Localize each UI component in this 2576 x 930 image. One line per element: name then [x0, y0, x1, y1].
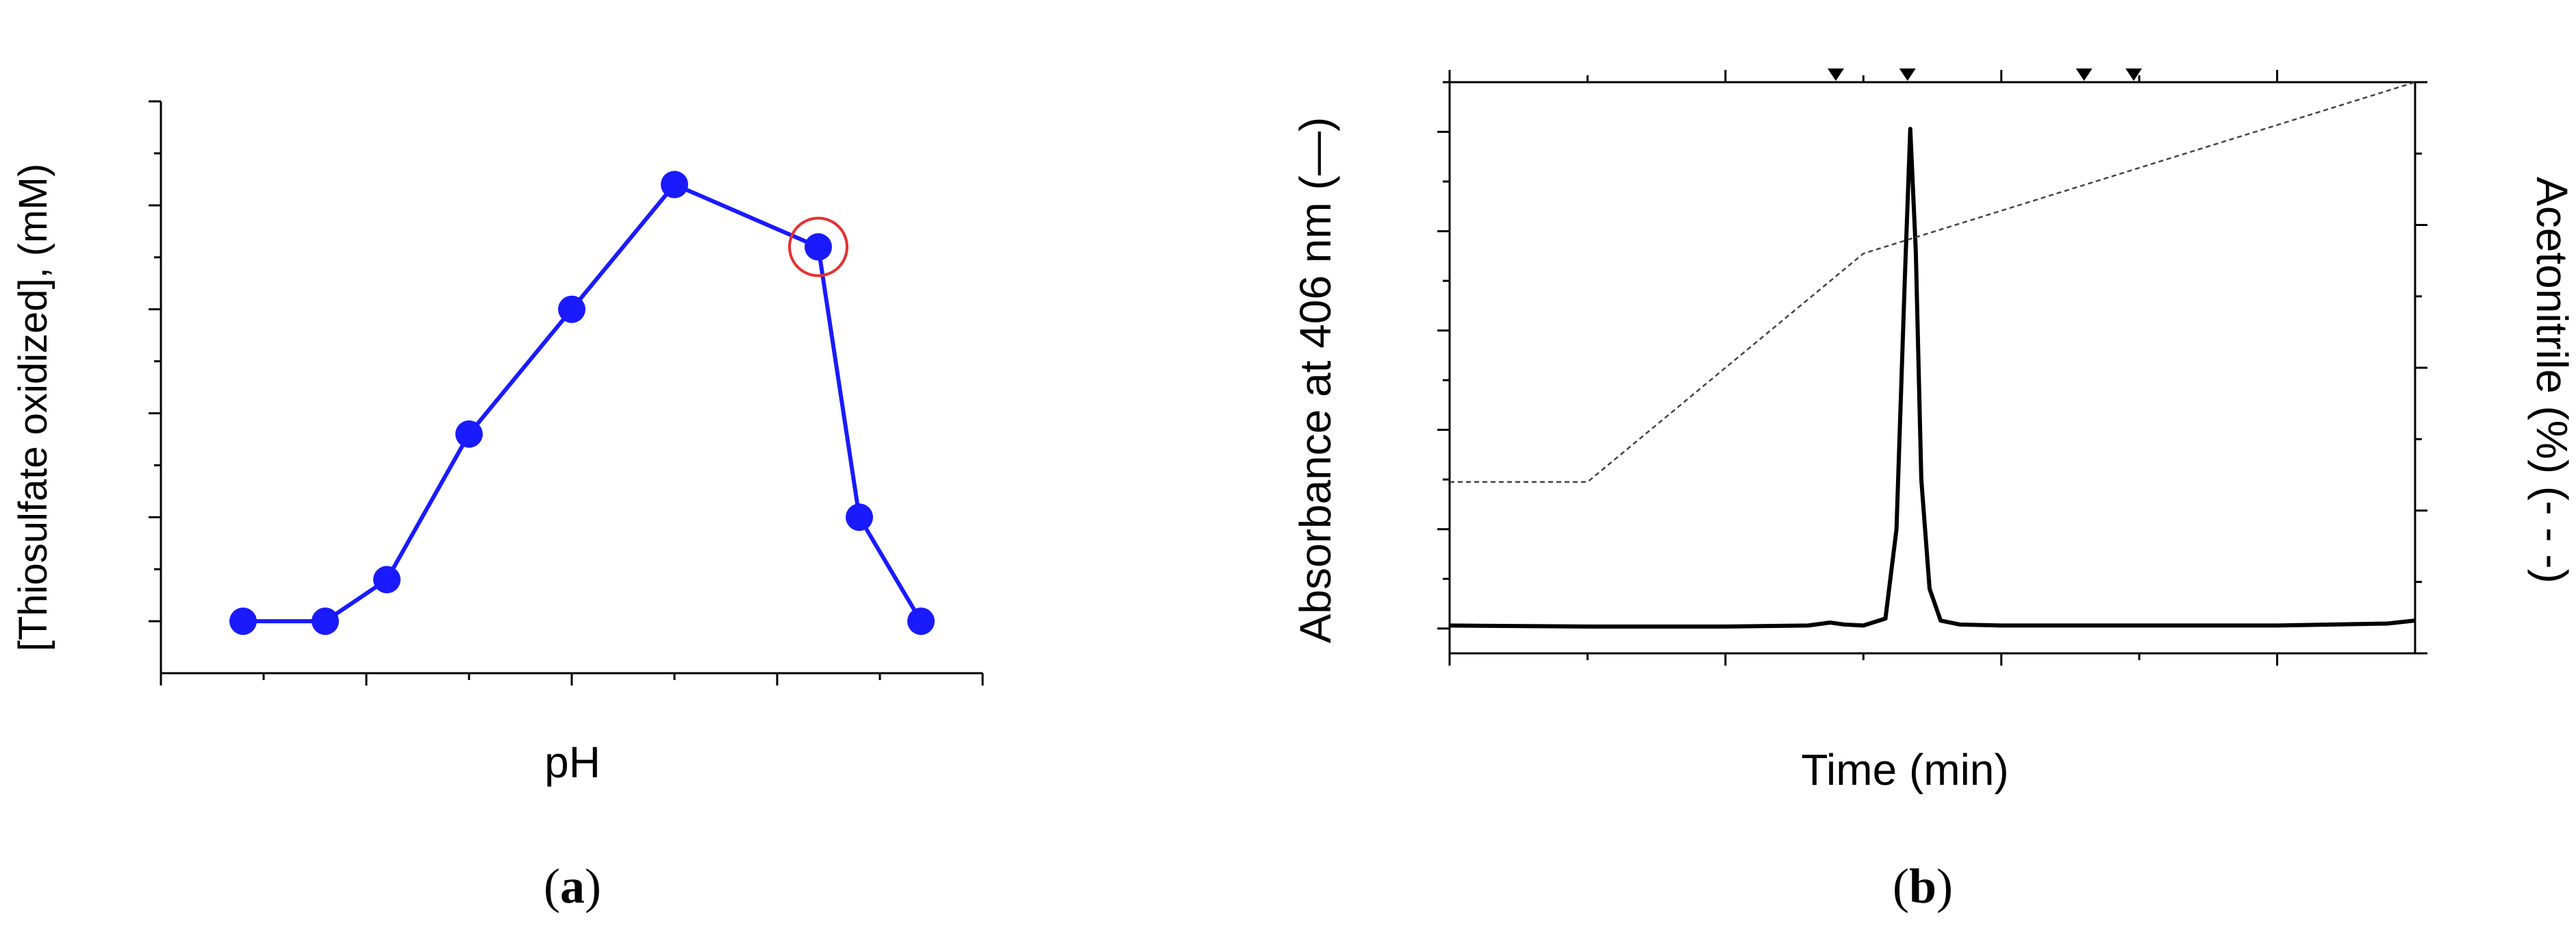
chart-a-data-point	[805, 233, 832, 261]
chart-b-xlabel: Time (min)	[1801, 745, 2008, 794]
chart-a-data-point	[661, 171, 688, 199]
chart-a-axes	[149, 100, 984, 686]
chart-b-acetonitrile-line	[1450, 81, 2416, 483]
chart-b-caption: (b)	[1893, 859, 1953, 914]
chart-a-data-point	[312, 607, 339, 636]
chart-a-data-point	[558, 295, 585, 323]
chart-b-marker-triangle	[2125, 68, 2143, 81]
chart-a-xlabel: pH	[544, 738, 601, 787]
chart-b-marker-triangle	[1828, 68, 1844, 81]
chart-a-data-point	[373, 566, 401, 594]
chart-a-data-point	[907, 607, 935, 636]
chart-b-marker-triangle	[1899, 68, 1916, 81]
chart-b-y2label: Acetonitrile (%) (- - -)	[2527, 177, 2576, 583]
chart-b-series	[1449, 81, 2416, 629]
chart-b-markers	[1828, 68, 2143, 81]
chart-b-axes	[1437, 70, 2427, 666]
chart-a: pH [Thiosulfate oxidized], (mM) (a)	[11, 100, 984, 914]
chart-a-data-point	[846, 503, 873, 531]
chart-b-marker-triangle	[2075, 68, 2093, 81]
chart-b-absorbance-line	[1449, 127, 2416, 629]
chart-b-plot-frame	[1448, 81, 2416, 655]
chart-a-caption: (a)	[544, 859, 601, 914]
chart-b-ylabel: Absorbance at 406 nm (—)	[1291, 117, 1340, 643]
chart-a-highlight-circle	[788, 216, 848, 277]
chart-a-data-point	[229, 607, 257, 636]
chart-a-series	[229, 171, 935, 636]
chart-a-data-point	[455, 420, 483, 448]
chart-a-ylabel: [Thiosulfate oxidized], (mM)	[11, 164, 55, 651]
chart-b: Time (min) Absorbance at 406 nm (—) Acet…	[1291, 68, 2576, 914]
